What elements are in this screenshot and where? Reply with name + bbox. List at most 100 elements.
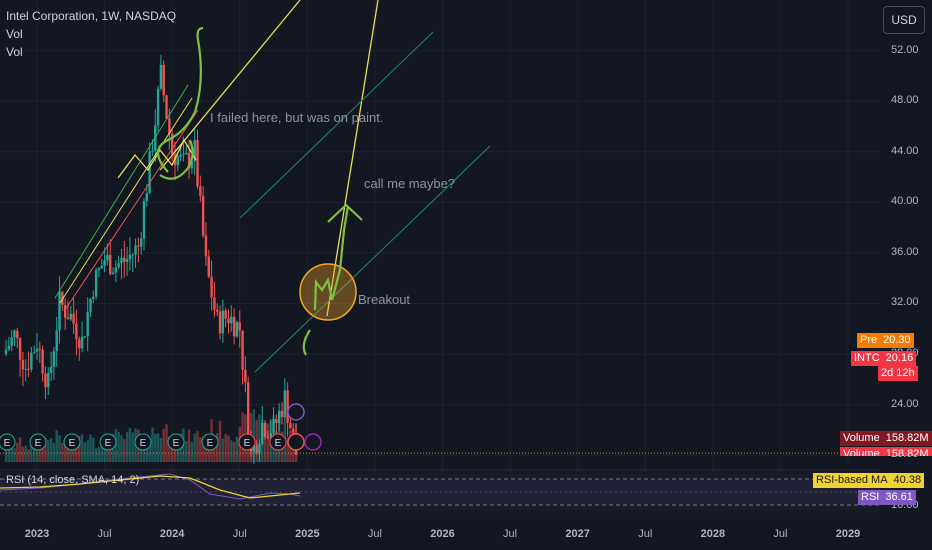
currency-button[interactable]: USD	[883, 6, 925, 34]
volume-bar	[86, 440, 89, 462]
corporate-event-icon[interactable]	[287, 403, 305, 421]
uptrend-channel-top	[54, 84, 189, 299]
volume-bar	[7, 441, 11, 462]
candle-body	[41, 349, 44, 374]
candle-body	[159, 64, 163, 89]
candle-body	[142, 201, 146, 239]
volume-bar	[49, 438, 53, 462]
breakout-circle	[299, 263, 357, 321]
volume-bar	[89, 434, 92, 462]
indicator-vol-1[interactable]: Vol	[6, 27, 23, 41]
volume-bar	[266, 423, 270, 462]
volume-bar	[100, 439, 103, 462]
svg-text:E: E	[275, 438, 282, 449]
volume-bar	[176, 439, 179, 462]
volume-bar	[41, 445, 44, 462]
price-tick-label: 44.00	[891, 144, 919, 157]
volume-bar	[47, 440, 50, 462]
last-value: 20.16	[885, 352, 914, 364]
earnings-event-icon[interactable]: E	[269, 433, 287, 451]
corporate-event-icon[interactable]	[287, 433, 305, 451]
rsi-pane	[0, 469, 880, 513]
rsi-tag: RSI 36.61	[858, 490, 916, 505]
volume-bar	[18, 437, 22, 462]
volume-bar	[72, 439, 75, 462]
drawings	[54, 0, 491, 373]
earnings-event-icon[interactable]: E	[99, 433, 117, 451]
candle-body	[78, 339, 81, 349]
volume-bar	[227, 435, 230, 462]
earnings-event-icon[interactable]: E	[29, 433, 47, 451]
volume-bar	[131, 432, 134, 462]
earnings-event-icon[interactable]: E	[238, 433, 256, 451]
volume-bar	[61, 442, 64, 462]
earnings-event-icon[interactable]: E	[167, 433, 185, 451]
volume-bar	[4, 448, 8, 462]
uptrend-mid	[59, 97, 193, 304]
price-tick-label: 24.00	[891, 397, 919, 410]
time-tick-label: Jul	[638, 528, 653, 540]
candle-body	[18, 338, 22, 360]
volume-bar	[156, 433, 160, 462]
volume-bar	[263, 425, 267, 462]
green-m-drawing	[313, 205, 350, 311]
candle-body	[241, 330, 244, 370]
corporate-event-icon[interactable]	[304, 433, 322, 451]
candle-body	[128, 254, 132, 260]
volume-tag-2: Volume 158.82M	[840, 447, 932, 456]
candle-body	[44, 373, 47, 388]
price-tick-label: 36.00	[891, 245, 919, 258]
candle-body	[246, 382, 250, 437]
volume-bar	[10, 442, 13, 462]
candle-body	[216, 309, 219, 312]
candle-body	[232, 316, 236, 337]
time-tick-label: Jul	[97, 528, 112, 540]
volume-bar	[114, 429, 118, 462]
candle-body	[227, 318, 230, 324]
volume-bar	[66, 442, 70, 462]
volume-bar	[92, 437, 95, 462]
candle-body	[255, 444, 258, 453]
candle-body	[38, 348, 42, 350]
volume-bar	[199, 437, 202, 462]
green-peak-marker	[156, 26, 204, 173]
candle-body	[131, 254, 134, 256]
candle-body	[125, 259, 129, 262]
candle-body	[58, 291, 61, 331]
candle-body	[176, 157, 179, 166]
svg-text:E: E	[244, 438, 251, 449]
candle-body	[94, 270, 98, 297]
candle-body	[221, 310, 225, 334]
candle-body	[207, 256, 210, 277]
indicator-vol-2[interactable]: Vol	[6, 45, 23, 59]
yellow-trendline-1	[159, 0, 301, 171]
time-tick-label: 2024	[159, 528, 185, 540]
candle-body	[286, 390, 289, 424]
volume-bar	[13, 448, 16, 462]
svg-text:E: E	[173, 438, 180, 449]
symbol-label: INTC	[854, 352, 880, 364]
candle-body	[69, 313, 72, 320]
candle-body	[187, 152, 191, 169]
candle-body	[182, 153, 185, 155]
rsi-indicator-label[interactable]: RSI (14, close, SMA, 14, 2)	[6, 474, 140, 486]
candle-body	[134, 245, 137, 255]
countdown-tag: 2d 12h	[878, 366, 918, 381]
earnings-event-icon[interactable]: E	[134, 433, 152, 451]
earnings-event-icon[interactable]: E	[201, 433, 219, 451]
svg-text:E: E	[140, 438, 147, 449]
volume-bar	[145, 446, 149, 462]
candle-body	[235, 322, 239, 337]
candle-body	[106, 254, 109, 261]
volume-bar	[170, 438, 174, 462]
volume-label-2: Volume	[843, 448, 880, 456]
time-tick-label: 2023	[24, 528, 50, 540]
earnings-event-icon[interactable]: E	[0, 433, 16, 451]
svg-text:E: E	[35, 438, 42, 449]
candle-body	[201, 195, 205, 236]
earnings-event-icon[interactable]: E	[63, 433, 81, 451]
volume-bar	[78, 436, 81, 462]
volume-bar	[27, 449, 30, 462]
